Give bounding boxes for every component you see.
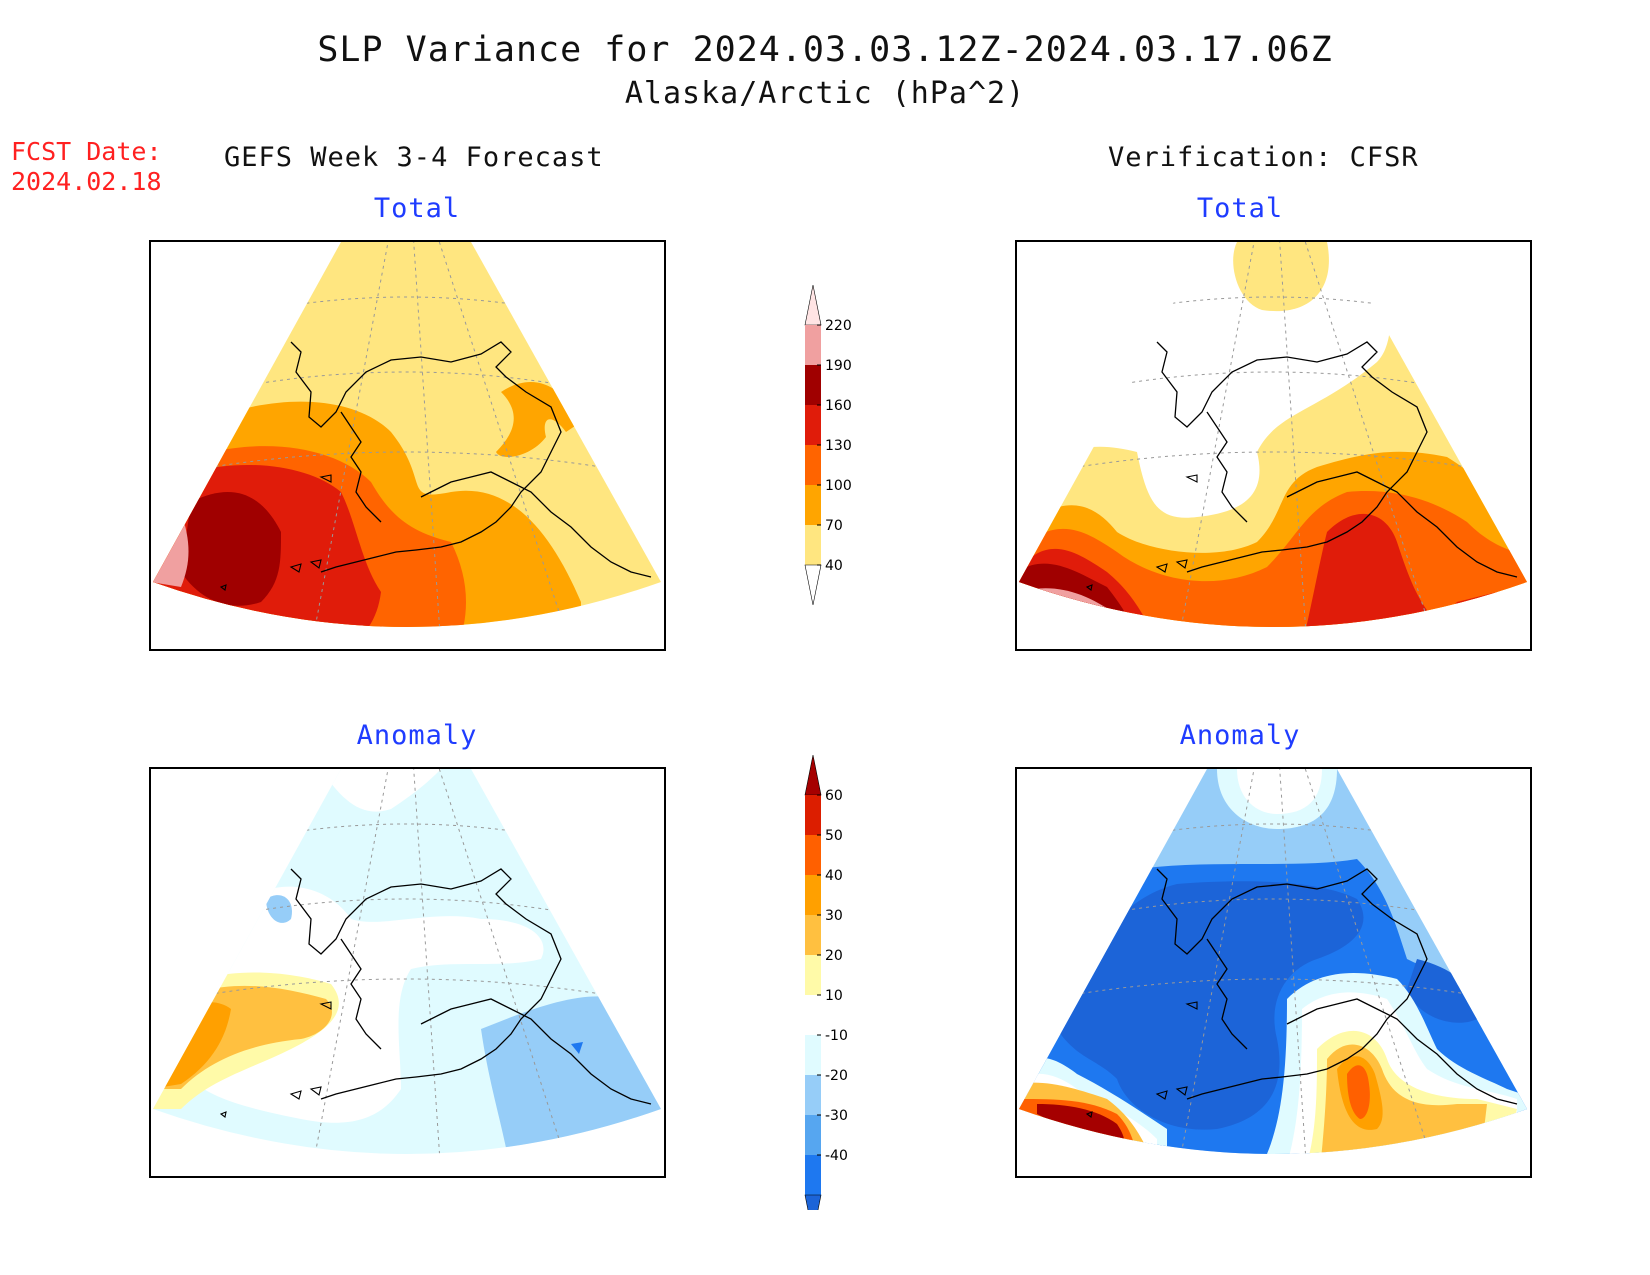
colorbar-tick-label: 40 [825,558,843,574]
colorbar-tick-label: 100 [825,478,852,494]
colorbar-tick-label: 50 [825,828,843,844]
colorbar-tick-label: 220 [825,318,852,334]
colorbar-tick-label: 20 [825,948,843,964]
colorbar-segment [804,284,822,326]
figure-subtitle: Alaska/Arctic (hPa^2) [624,76,1026,111]
colorbar-tick-label: 40 [825,868,843,884]
forecast-column-heading: GEFS Week 3-4 Forecast [224,142,604,173]
fill-neg40 [1057,881,1477,1130]
colorbar-segment [805,525,821,565]
colorbar-tick-label: -10 [825,1028,848,1044]
colorbar-tick-label: 70 [825,518,843,534]
colorbar-tick-label: 30 [825,908,843,924]
colorbar-tick-label: 190 [825,358,852,374]
colorbar-segment [805,405,821,445]
fill-40-arctic [1233,242,1329,312]
verification-anomaly-map [1015,767,1532,1178]
verification-total-map [1015,240,1532,651]
colorbar-tick-label: 130 [825,438,852,454]
anomaly-colorbar: 60 50 40 30 20 10 -10 -20 -30 -40 [804,754,848,1210]
colorbar-tick-label: -20 [825,1068,848,1084]
forecast-total-title: Total [373,193,461,224]
aleutian-islands [1085,1001,1198,1118]
colorbar-segment [805,1035,821,1075]
coastline [1156,868,1518,1105]
colorbar-segment [805,955,821,995]
fill-neg20 [481,996,661,1154]
fill-zero-near [191,886,544,1123]
aleutian-islands [1085,474,1198,591]
colorbar-tick-label: 60 [825,788,843,804]
colorbar-tick-label: 10 [825,988,843,1004]
colorbar-segment [805,835,821,875]
colorbar-segment [805,485,821,525]
colorbar-segment [805,1075,821,1115]
coastline [290,868,652,1105]
forecast-total-map [149,240,666,651]
fill-plus40 [1347,1065,1370,1119]
forecast-anomaly-title: Anomaly [356,720,478,751]
verification-total-title: Total [1196,193,1284,224]
coastline [1156,341,1518,578]
colorbar-segment [805,325,821,365]
colorbar-segment [805,1155,821,1195]
fill-neg20-small [266,895,292,923]
colorbar-tick-label: -30 [825,1108,848,1124]
fill-220 [1019,605,1117,627]
colorbar-segment [805,995,821,1035]
coastline [290,341,652,578]
fcst-date-caption: FCST Date: [11,137,162,166]
fill-160 [181,492,281,606]
aleutian-islands [219,1001,332,1118]
colorbar-tick-label: -40 [825,1148,848,1164]
total-colorbar: 220 190 160 130 100 70 40 [804,284,852,606]
fill-190 [153,512,189,587]
colorbar-segment [805,875,821,915]
colorbar-segment [804,1194,822,1210]
fill-neg30-dot [571,1042,583,1054]
verification-column-heading: Verification: CFSR [1108,142,1419,173]
fill-zero-arctic [321,769,441,812]
colorbar-tick-label: 160 [825,398,852,414]
colorbar-segment [804,564,822,606]
fcst-date-value: 2024.02.18 [11,167,162,196]
forecast-anomaly-map [149,767,666,1178]
verification-anomaly-title: Anomaly [1179,720,1301,751]
fill-zero-arctic [1237,769,1322,814]
figure-title: SLP Variance for 2024.03.03.12Z-2024.03.… [317,30,1333,70]
colorbar-segment [805,795,821,835]
colorbar-segment [805,1115,821,1155]
colorbar-segment [805,915,821,955]
colorbar-segment [804,754,822,796]
forecast-date-label: FCST Date: 2024.02.18 [11,137,162,197]
colorbar-segment [805,365,821,405]
colorbar-segment [805,445,821,485]
aleutian-islands [219,474,332,591]
